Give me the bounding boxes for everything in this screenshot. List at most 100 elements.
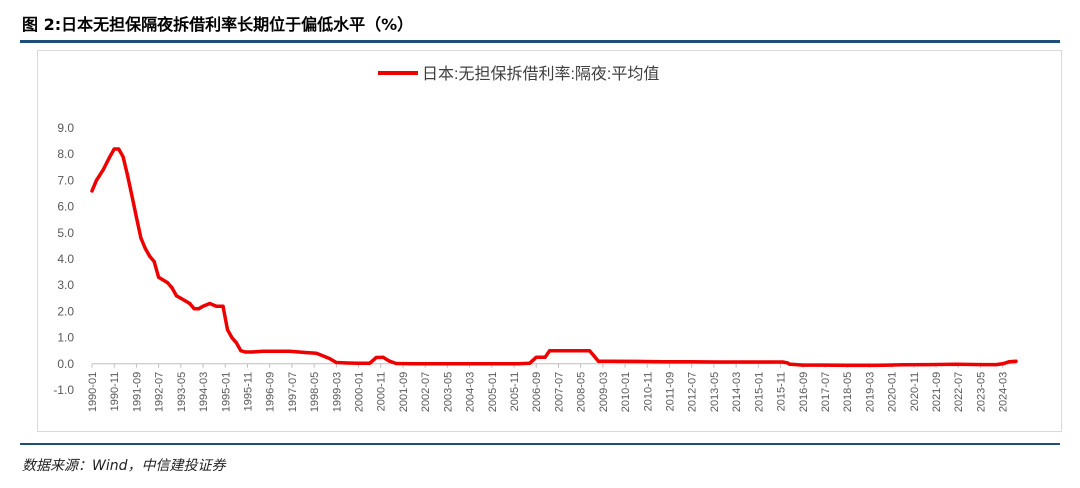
data-point xyxy=(230,336,234,340)
plot-area xyxy=(90,147,1018,368)
data-point xyxy=(277,349,281,353)
data-point xyxy=(714,360,718,364)
data-point xyxy=(239,349,243,353)
data-point xyxy=(516,362,521,366)
data-point xyxy=(234,341,238,345)
legend: 日本:无担保拆借利率:隔夜:平均值 xyxy=(378,65,659,83)
x-tick-label: 2005-01 xyxy=(487,372,499,412)
series-line xyxy=(90,147,1018,368)
y-tick-label: 8.0 xyxy=(57,147,74,161)
data-point xyxy=(1007,360,1011,364)
data-point xyxy=(328,357,332,361)
x-tick-label: 2023-05 xyxy=(975,372,987,412)
x-tick-label: 2020-01 xyxy=(887,372,899,412)
data-point xyxy=(954,362,958,366)
data-point xyxy=(250,350,254,354)
title-rule xyxy=(20,40,1060,43)
data-point xyxy=(139,236,143,240)
x-tick-label: 2011-09 xyxy=(665,372,677,412)
data-point xyxy=(125,173,130,177)
line-chart: 日本:无担保拆借利率:隔夜:平均值 -1.0 0.0 1.0 2.0 3.0 4.0 5.0… xyxy=(53,65,1018,412)
x-tick-label: 1992-07 xyxy=(154,372,166,412)
x-tick-label: 2022-07 xyxy=(953,372,965,412)
x-tick-label: 1991-09 xyxy=(131,372,143,412)
data-point xyxy=(901,363,905,367)
y-tick-label: 3.0 xyxy=(57,278,74,292)
data-point xyxy=(112,147,116,151)
data-point xyxy=(596,359,601,363)
y-tick-label: 2.0 xyxy=(57,304,74,318)
data-point xyxy=(388,359,392,363)
data-point xyxy=(334,360,338,365)
x-tick-label: 2004-03 xyxy=(465,372,477,412)
data-point xyxy=(261,349,265,353)
data-point xyxy=(197,307,201,311)
data-point xyxy=(981,363,985,367)
data-point xyxy=(1001,362,1005,366)
x-tick-label: 2002-07 xyxy=(420,372,432,412)
data-point xyxy=(994,363,998,367)
data-point xyxy=(563,349,567,353)
data-point xyxy=(463,362,467,366)
data-point xyxy=(927,363,932,367)
data-point xyxy=(94,178,98,182)
data-point xyxy=(394,361,398,366)
x-tick-label: 2024-03 xyxy=(998,372,1010,412)
data-point xyxy=(847,363,852,367)
x-tick-label: 2000-01 xyxy=(354,372,366,412)
x-tick-label: 2021-09 xyxy=(931,372,943,412)
data-point xyxy=(410,362,414,366)
data-point xyxy=(607,359,612,363)
data-point xyxy=(225,328,230,332)
x-tick-label: 1990-11 xyxy=(109,372,121,412)
x-tick-label: 1998-05 xyxy=(309,372,321,412)
data-point xyxy=(661,360,665,364)
y-tick-label: 0.0 xyxy=(57,357,74,371)
data-point xyxy=(574,349,578,353)
data-point xyxy=(368,361,372,365)
data-point xyxy=(356,361,361,365)
x-tick-label: 1995-01 xyxy=(220,372,232,412)
x-tick-label: 2010-01 xyxy=(620,372,632,412)
data-point xyxy=(148,254,152,258)
data-point xyxy=(801,363,805,367)
y-tick-label: 9.0 xyxy=(57,121,74,135)
data-point xyxy=(381,355,385,359)
y-tick-label: 7.0 xyxy=(57,173,74,187)
data-point xyxy=(161,278,165,282)
data-point xyxy=(345,361,349,365)
x-tick-label: 2016-09 xyxy=(798,372,810,412)
x-tick-label: 2018-05 xyxy=(842,372,854,412)
data-point xyxy=(1014,359,1018,363)
x-tick-label: 2013-05 xyxy=(709,372,721,412)
source-note: 数据来源：Wind，中信建投证券 xyxy=(22,458,226,474)
x-tick-label: 1994-03 xyxy=(198,372,210,412)
data-point xyxy=(534,355,538,359)
data-point xyxy=(548,349,552,353)
data-point xyxy=(201,304,205,308)
data-point xyxy=(101,168,105,172)
x-tick-label: 2005-11 xyxy=(509,372,521,412)
figure-title: 图 2:日本无担保隔夜拆借利率长期位于偏低水平（%） xyxy=(22,15,414,34)
data-point xyxy=(134,215,138,219)
footer-rule xyxy=(20,443,1060,445)
data-point xyxy=(288,349,292,353)
data-point xyxy=(821,363,825,367)
y-tick-label: 5.0 xyxy=(57,226,74,240)
data-point xyxy=(174,294,178,298)
x-tick-label: 2007-07 xyxy=(553,372,565,412)
x-tick-label: 1996-09 xyxy=(265,372,277,412)
data-point xyxy=(108,155,112,159)
data-point xyxy=(188,301,192,306)
x-tick-label: 1995-11 xyxy=(242,372,254,412)
data-point xyxy=(90,189,94,193)
x-tick-label: 2006-09 xyxy=(531,372,543,412)
x-tick-label: 2015-01 xyxy=(753,372,765,412)
x-tick-label: 1997-07 xyxy=(287,372,299,412)
x-tick-label: 2009-03 xyxy=(598,372,610,412)
data-point xyxy=(243,350,247,354)
x-tick-label: 2000-11 xyxy=(376,372,388,412)
x-tick-label: 2012-07 xyxy=(687,372,699,412)
data-point xyxy=(157,275,161,279)
data-point xyxy=(543,355,547,359)
